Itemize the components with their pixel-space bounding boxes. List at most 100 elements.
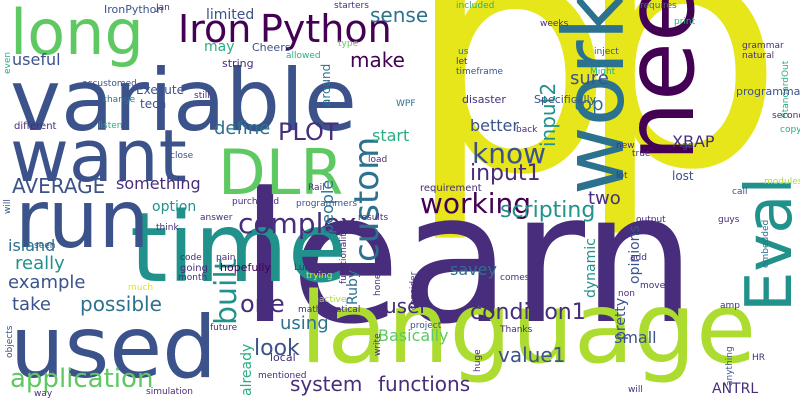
word-move: non [618, 290, 635, 299]
word-going: month [178, 274, 207, 283]
word-code: pain [216, 254, 235, 263]
word-jan: lost [672, 170, 694, 182]
word-average: AVERAGE [12, 176, 105, 196]
word-us: allowed [286, 52, 321, 61]
word-output: guys [718, 216, 739, 225]
word-make: make [350, 50, 405, 70]
word-example: example [8, 274, 85, 292]
word-requirement: purchased [232, 198, 279, 207]
word-embedded: anything [726, 346, 735, 386]
word-much: mentioned [258, 372, 307, 381]
word-one: one [240, 292, 285, 316]
word-call: copy [780, 126, 800, 135]
word-listen: change [102, 96, 135, 105]
word-iron-small: tech [140, 98, 166, 110]
word-grammar: natural [742, 52, 774, 61]
word-mentioned: simulation [146, 388, 193, 397]
word-new: back [516, 126, 537, 135]
word-xbap: XBAP [672, 134, 715, 150]
word-results: output [636, 216, 666, 225]
word-useful: useful [12, 52, 61, 68]
word-antrl: ANTRL [712, 382, 758, 396]
word-close: Rail [308, 184, 325, 193]
word-starters: included [456, 2, 494, 11]
word-back: load [368, 156, 387, 165]
word-requires: grammar [742, 42, 784, 51]
word-second: true [632, 150, 650, 159]
word-anything: HR [752, 354, 765, 363]
word-application: application [10, 366, 153, 392]
word-answer: think [156, 224, 179, 233]
word-better: better [470, 118, 519, 134]
word-type: weeks [540, 20, 568, 29]
word-dynamic: dynamic [584, 238, 598, 298]
word-simulation: way [34, 390, 52, 399]
word-modules: call [732, 188, 747, 197]
word-disaster: Specifically [534, 94, 596, 105]
word-cheers: hopefully [220, 262, 271, 273]
word-write: trying [306, 272, 332, 281]
word-amp: project [410, 322, 441, 331]
word-allowed: type [338, 40, 358, 49]
word-month: future [210, 324, 237, 333]
word-local: objects [6, 326, 15, 358]
word-project: comes [500, 274, 529, 283]
word-non: amp [720, 302, 740, 311]
word-might: inject [594, 48, 619, 57]
word-print: disaster [462, 94, 506, 105]
word-specifically: StandardOut [782, 61, 791, 118]
word-condition1: condition1 [470, 302, 586, 324]
word-let: us [458, 48, 468, 57]
word-copy: second [772, 112, 800, 121]
word-way: will [628, 386, 643, 395]
word-two: two [588, 190, 621, 208]
word-scripting: scripting [500, 200, 595, 222]
word-plot: PLOT [278, 120, 339, 144]
word-value1: value1 [498, 345, 565, 365]
word-tech: around [320, 64, 332, 106]
word-user: user [384, 296, 428, 316]
word-wpf: still [194, 92, 210, 101]
word-trying: reactive [310, 296, 346, 305]
word-using: using [280, 315, 329, 333]
word-define: define [214, 120, 270, 138]
word-think: code [180, 254, 202, 263]
word-future: much [128, 284, 153, 293]
word-around: Cheers [252, 42, 290, 53]
word-inject: timeframe [456, 68, 503, 77]
word-execute: Execute [136, 84, 184, 96]
word-natural: Might [590, 68, 615, 77]
word-input1: input1 [470, 163, 541, 185]
word-programmability: print [674, 18, 695, 27]
word-functionality: consider [410, 272, 419, 310]
word-still: close [170, 152, 193, 161]
word-change: accustomed [82, 80, 137, 89]
word-really: really [15, 255, 65, 273]
word-savey: savey [450, 262, 497, 278]
word-lua: functionality [340, 228, 349, 284]
word-something: something [116, 176, 201, 192]
word-purchased: programmers [296, 200, 357, 209]
word-even: starters [334, 2, 369, 11]
word-true: go [682, 142, 693, 151]
word-possible: possible [80, 294, 162, 314]
word-will: will [4, 199, 13, 214]
word-mathematical: seen [34, 242, 55, 251]
word-already: already [240, 344, 254, 396]
word-hr: Thanks [500, 326, 532, 335]
word-huge: local [270, 352, 296, 363]
word-standardout: embedded [762, 220, 771, 268]
word-programmers: results [358, 214, 388, 223]
word-comes: honest [374, 265, 383, 296]
word-weeks: WPF [396, 100, 416, 109]
word-sense: sense [370, 5, 428, 25]
word-take: take [12, 296, 51, 314]
word-may: may [204, 40, 235, 54]
word-objects: different [14, 122, 56, 132]
word-included: requires [640, 2, 677, 11]
word-accustomed: even [4, 52, 13, 74]
word-load: requirement [420, 184, 482, 194]
word-option: option [152, 200, 196, 214]
word-seen: answer [200, 214, 233, 223]
